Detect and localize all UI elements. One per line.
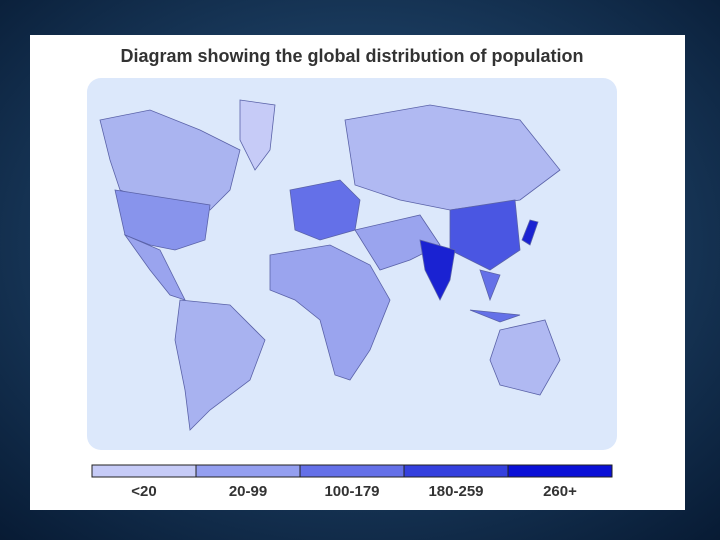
title: Diagram showing the global distribution …: [121, 46, 584, 66]
legend-swatch: [91, 464, 197, 478]
legend-swatch: [299, 464, 405, 478]
indonesia: [469, 309, 521, 323]
legend-label: 180-259: [428, 483, 483, 500]
canada: [99, 109, 241, 211]
legend-label: <20: [131, 483, 156, 500]
legend-label: 100-179: [324, 483, 379, 500]
africa: [269, 244, 391, 381]
south-america: [174, 299, 266, 431]
legend-swatch: [507, 464, 613, 478]
russia: [344, 104, 561, 211]
china: [449, 199, 521, 271]
greenland: [239, 99, 276, 171]
central-america: [123, 234, 186, 301]
europe: [289, 179, 361, 241]
legend-swatch: [195, 464, 301, 478]
legend-swatch: [403, 464, 509, 478]
japan: [521, 219, 539, 246]
legend: <20 20-99 100-179 180-259 260+: [91, 464, 613, 500]
australia: [489, 319, 561, 396]
india: [419, 239, 456, 301]
legend-label: 260+: [543, 483, 577, 500]
legend-label: 20-99: [229, 483, 267, 500]
map: [99, 99, 561, 431]
southeast-asia: [479, 269, 501, 302]
